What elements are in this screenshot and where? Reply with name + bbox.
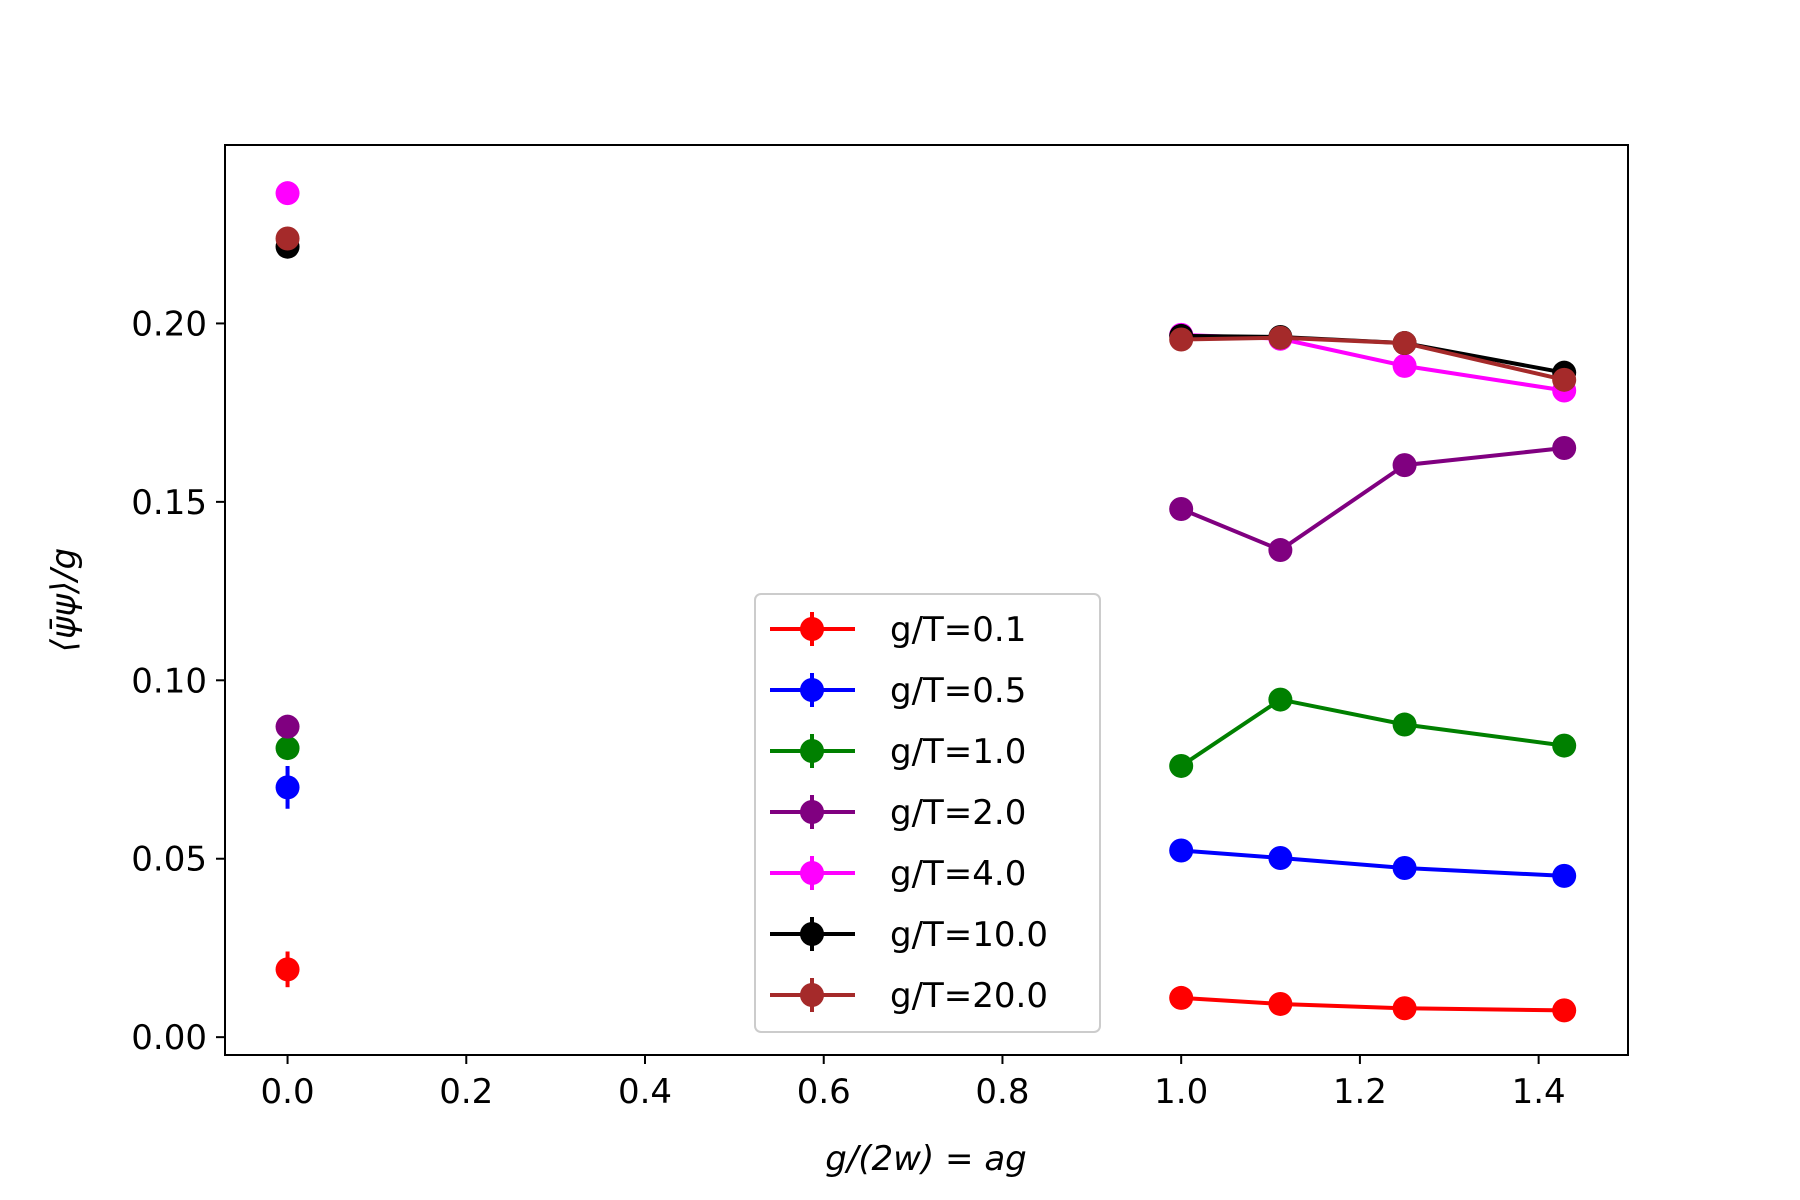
- legend-marker: [800, 861, 824, 885]
- data-point: [1552, 998, 1577, 1023]
- legend-label: g/T=10.0: [890, 915, 1048, 955]
- legend-marker: [800, 739, 824, 763]
- data-point: [1268, 991, 1293, 1016]
- legend-label: g/T=0.5: [890, 671, 1026, 711]
- continuum-point: [275, 775, 300, 800]
- x-axis-label: g/(2w) = ag: [825, 1139, 1027, 1179]
- data-point: [1552, 367, 1577, 392]
- data-point: [1169, 838, 1194, 863]
- y-tick-label: 0.20: [131, 304, 207, 344]
- legend-entry: g/T=4.0: [770, 854, 1026, 894]
- series-line: [1181, 995, 1565, 1013]
- legend-box: [754, 593, 1101, 1033]
- x-tick-label: 0.0: [261, 1072, 315, 1112]
- x-tick-label: 1.2: [1333, 1072, 1387, 1112]
- x-tick-label: 0.2: [439, 1072, 493, 1112]
- data-point: [1169, 753, 1194, 778]
- continuum-point: [275, 736, 300, 761]
- series-g/T=0.5: [275, 765, 1577, 888]
- legend-marker: [800, 922, 824, 946]
- y-axis-ticks: 0.00 0.05 0.10 0.15 0.20: [131, 304, 225, 1058]
- data-point: [1169, 327, 1194, 352]
- legend-label: g/T=4.0: [890, 854, 1026, 894]
- x-axis-ticks: 0.0 0.2 0.4 0.6 0.8 1.0 1.2 1.4: [261, 1055, 1566, 1112]
- x-tick-label: 1.0: [1154, 1072, 1208, 1112]
- data-point: [1268, 687, 1293, 712]
- legend-entry: g/T=20.0: [770, 976, 1048, 1016]
- legend-entry: g/T=1.0: [770, 732, 1026, 772]
- y-tick-label: 0.00: [131, 1018, 207, 1058]
- series-line: [1181, 335, 1565, 382]
- data-point: [1392, 996, 1417, 1021]
- data-point: [1392, 856, 1417, 881]
- data-point: [1169, 985, 1194, 1010]
- legend-entry: g/T=0.1: [770, 610, 1026, 650]
- y-tick-label: 0.15: [131, 483, 207, 523]
- legend-marker: [800, 617, 824, 641]
- legend-label: g/T=20.0: [890, 976, 1048, 1016]
- series-g/T=1.0: [275, 687, 1577, 778]
- series-layer: [275, 181, 1577, 1023]
- legend-entry: g/T=2.0: [770, 793, 1026, 833]
- data-point: [1552, 435, 1577, 460]
- data-point: [1552, 863, 1577, 888]
- data-point: [1392, 353, 1417, 378]
- data-point: [1392, 331, 1417, 356]
- x-tick-label: 0.6: [797, 1072, 851, 1112]
- data-point: [1392, 712, 1417, 737]
- data-point: [1268, 538, 1293, 563]
- data-point: [1552, 733, 1577, 758]
- legend-marker: [800, 678, 824, 702]
- y-axis-label: ⟨ψ̄ψ⟩/g: [44, 548, 84, 652]
- series-line: [1181, 848, 1565, 878]
- legend: g/T=0.1 g/T=0.5 g/T=1.0 g/T=2.0 g/T=4.0 g/T=1…: [754, 593, 1101, 1033]
- continuum-point: [275, 226, 300, 251]
- x-tick-label: 0.4: [618, 1072, 672, 1112]
- series-g/T=20.0: [275, 226, 1577, 392]
- series-line: [1180, 697, 1565, 768]
- data-point: [1268, 325, 1293, 350]
- x-tick-label: 0.8: [975, 1072, 1029, 1112]
- data-point: [1268, 846, 1293, 871]
- series-line: [1180, 446, 1565, 553]
- legend-label: g/T=2.0: [890, 793, 1026, 833]
- series-g/T=0.1: [275, 951, 1577, 1023]
- plot-frame: [224, 144, 1629, 1056]
- series-g/T=2.0: [275, 435, 1577, 739]
- continuum-point: [275, 957, 300, 982]
- legend-marker: [800, 983, 824, 1007]
- continuum-point: [275, 714, 300, 739]
- legend-entry: g/T=10.0: [770, 915, 1048, 955]
- data-point: [1169, 497, 1194, 521]
- continuum-point: [275, 181, 300, 206]
- x-tick-label: 1.4: [1512, 1072, 1566, 1112]
- legend-label: g/T=1.0: [890, 732, 1026, 772]
- y-tick-label: 0.10: [131, 661, 207, 701]
- legend-entry: g/T=0.5: [770, 671, 1026, 711]
- data-point: [1392, 453, 1417, 478]
- y-tick-label: 0.05: [131, 840, 207, 880]
- legend-marker: [800, 800, 824, 824]
- legend-label: g/T=0.1: [890, 610, 1026, 650]
